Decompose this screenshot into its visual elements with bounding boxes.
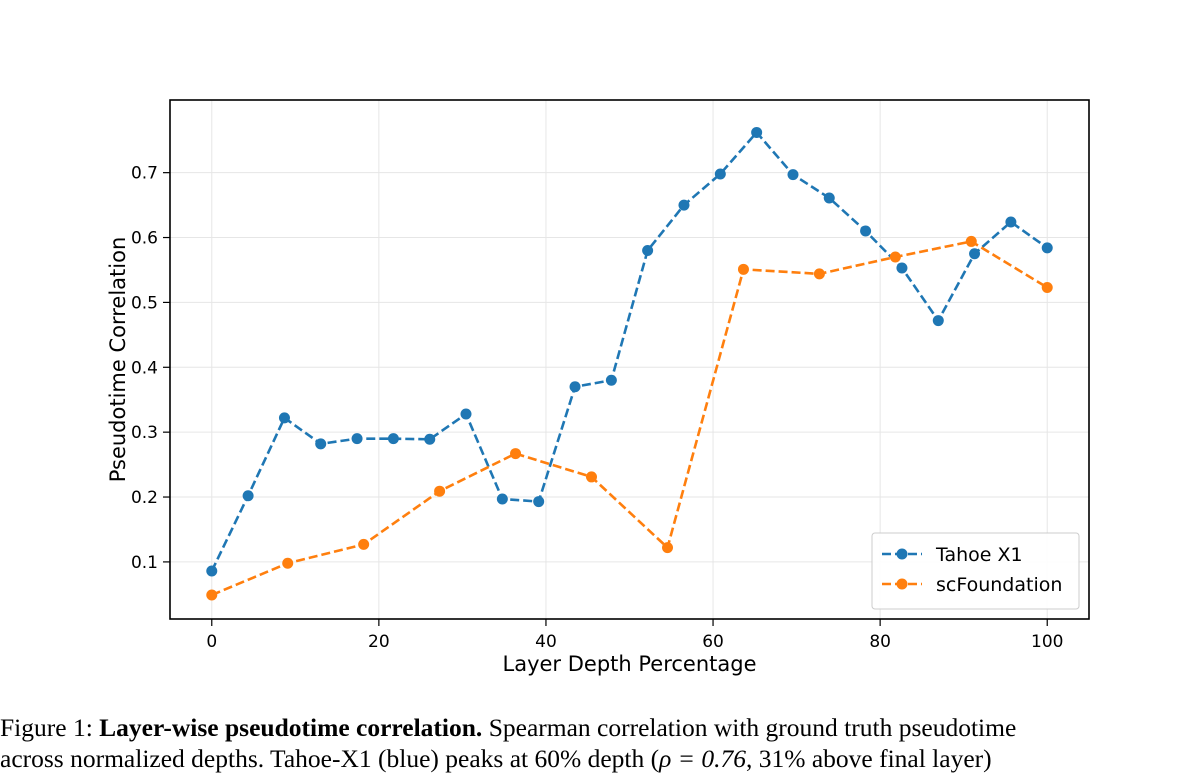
data-point-scfoundation [1041, 281, 1053, 293]
caption-prefix: Figure 1: [0, 713, 100, 742]
legend-box [871, 532, 1080, 610]
data-point-tahoe-x1 [424, 433, 436, 445]
caption-line-1: Figure 1: Layer-wise pseudotime correlat… [0, 712, 1190, 743]
data-point-tahoe-x1 [751, 126, 763, 138]
data-point-tahoe-x1 [206, 565, 218, 577]
data-point-scfoundation [282, 557, 294, 569]
data-point-scfoundation [510, 448, 522, 460]
line-chart: 0 20 40 60 80 100 0.1 0.2 0.3 0.4 0.5 0.6 0.7 Layer … [106, 99, 1090, 676]
series-layer [206, 126, 1053, 601]
data-point-tahoe-x1 [714, 168, 726, 180]
y-tick-label: 0.7 [131, 164, 158, 184]
legend-marker [896, 578, 908, 590]
y-tick-label: 0.4 [131, 358, 158, 378]
data-point-tahoe-x1 [969, 248, 981, 260]
plot-frame [169, 99, 1090, 620]
series-scfoundation [206, 235, 1053, 601]
y-tick-label: 0.1 [131, 553, 158, 573]
legend: Tahoe X1 scFoundation [871, 532, 1080, 610]
legend-label: scFoundation [936, 574, 1062, 596]
x-tick-label: 0 [206, 632, 217, 652]
figure-caption: Figure 1: Layer-wise pseudotime correlat… [0, 712, 1190, 774]
data-point-scfoundation [358, 538, 370, 550]
data-point-scfoundation [889, 251, 901, 263]
series-line-tahoe-x1 [210, 130, 1048, 572]
y-tick-label: 0.2 [131, 488, 158, 508]
legend-entry: scFoundation [882, 574, 1062, 596]
data-point-tahoe-x1 [533, 496, 545, 508]
caption-text-1: Spearman correlation with ground truth p… [482, 713, 1017, 742]
caption-math: ρ = 0.76 [659, 744, 746, 773]
data-point-tahoe-x1 [787, 169, 799, 181]
grid-lines [170, 100, 1089, 619]
data-point-tahoe-x1 [932, 315, 944, 327]
series-line-scfoundation [211, 240, 1048, 597]
caption-title: Layer-wise pseudotime correlation. [99, 713, 483, 742]
x-tick-label: 40 [535, 632, 557, 652]
data-point-tahoe-x1 [605, 374, 617, 386]
data-point-scfoundation [585, 471, 597, 483]
y-axis-label: Pseudotime Correlation [106, 237, 130, 483]
data-point-tahoe-x1 [1005, 216, 1017, 228]
data-point-tahoe-x1 [678, 199, 690, 211]
data-point-tahoe-x1 [460, 408, 472, 420]
x-tick-label: 60 [702, 632, 724, 652]
y-tick-label: 0.5 [131, 293, 158, 313]
y-tick-label: 0.6 [131, 229, 158, 249]
caption-line-2: across normalized depths. Tahoe-X1 (blue… [0, 743, 1190, 774]
caption-text-2b: , 31% above final layer) [745, 744, 992, 773]
legend-marker [896, 548, 908, 560]
x-tick-label: 20 [368, 632, 390, 652]
data-point-scfoundation [737, 263, 749, 275]
data-point-tahoe-x1 [569, 381, 581, 393]
caption-text-2a: across normalized depths. Tahoe-X1 (blue… [0, 744, 660, 773]
data-point-scfoundation [813, 268, 825, 280]
series-tahoe-x1 [206, 126, 1053, 577]
legend-entry: Tahoe X1 [882, 544, 1023, 566]
data-point-tahoe-x1 [896, 262, 908, 274]
data-point-tahoe-x1 [351, 433, 363, 445]
data-point-scfoundation [206, 589, 218, 601]
data-point-tahoe-x1 [642, 245, 654, 257]
data-point-scfoundation [434, 485, 446, 497]
axis-ticks: 0 20 40 60 80 100 0.1 0.2 0.3 0.4 0.5 0.6 0.7 [131, 164, 1064, 652]
data-point-tahoe-x1 [242, 490, 254, 502]
y-tick-label: 0.3 [131, 423, 158, 443]
data-point-scfoundation [965, 235, 977, 247]
data-point-tahoe-x1 [278, 412, 290, 424]
data-point-tahoe-x1 [496, 493, 508, 505]
data-point-tahoe-x1 [823, 192, 835, 204]
x-tick-label: 100 [1031, 632, 1063, 652]
legend-label: Tahoe X1 [935, 544, 1023, 566]
data-point-tahoe-x1 [387, 433, 399, 445]
data-point-tahoe-x1 [1041, 242, 1053, 254]
data-point-tahoe-x1 [860, 225, 872, 237]
x-axis-label: Layer Depth Percentage [503, 652, 757, 676]
x-tick-label: 80 [869, 632, 891, 652]
data-point-scfoundation [662, 542, 674, 554]
data-point-tahoe-x1 [315, 438, 327, 450]
